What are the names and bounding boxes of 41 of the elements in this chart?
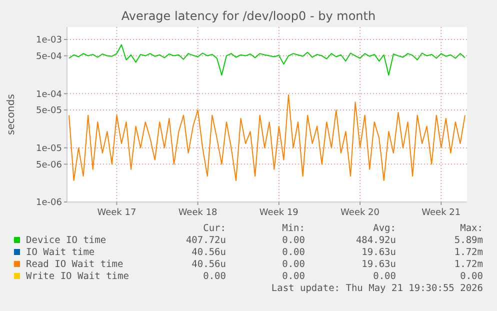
x-tick-label: Week 18: [178, 208, 218, 218]
text: 1.72m: [454, 247, 484, 258]
text: 1.72m: [454, 259, 484, 270]
chart-title: Average latency for /dev/loop0 - by month: [121, 9, 376, 23]
x-tick-label: Week 17: [97, 208, 136, 218]
text: Avg:: [373, 223, 396, 234]
legend-label: Write IO Wait time: [26, 271, 130, 282]
y-tick-label: 5e-06: [36, 160, 62, 170]
text: 0.00: [282, 271, 306, 282]
line-series: [68, 94, 466, 181]
text: 40.56u: [192, 247, 226, 258]
text: 0.00: [282, 247, 306, 258]
legend-label: IO Wait time: [26, 247, 95, 258]
x-tick-label: Week 20: [340, 208, 380, 218]
text: 0.00: [282, 259, 306, 270]
text: 0.00: [282, 235, 306, 246]
y-tick-label: 5e-04: [36, 52, 62, 62]
y-tick-label: 1e-04: [36, 90, 62, 100]
x-tick-label: Week 21: [422, 208, 461, 218]
text: Cur:: [203, 223, 226, 234]
legend-label: Device IO time: [26, 235, 106, 246]
line-series: [68, 44, 466, 76]
text: 407.72u: [186, 235, 226, 246]
text: 484.92u: [356, 235, 396, 246]
text: Min:: [282, 223, 305, 234]
y-tick-label: 1e-03: [36, 36, 62, 46]
y-axis-title: seconds: [6, 94, 17, 135]
x-tick-label: Week 19: [259, 208, 299, 218]
text: 5.89m: [454, 235, 484, 246]
text: Max:: [460, 223, 483, 234]
y-tick-label: 1e-06: [36, 198, 62, 208]
text: 0.00: [373, 271, 396, 282]
text: 19.63u: [362, 259, 396, 270]
legend-label: Read IO Wait time: [26, 259, 124, 270]
y-tick-label: 1e-05: [36, 144, 62, 154]
text: 40.56u: [192, 259, 226, 270]
text: Last update: Thu May 21 19:30:55 2026: [271, 283, 484, 294]
y-tick-label: 5e-05: [36, 106, 62, 116]
text: 0.00: [460, 271, 484, 282]
text: 0.00: [203, 271, 226, 282]
text: 19.63u: [362, 247, 396, 258]
